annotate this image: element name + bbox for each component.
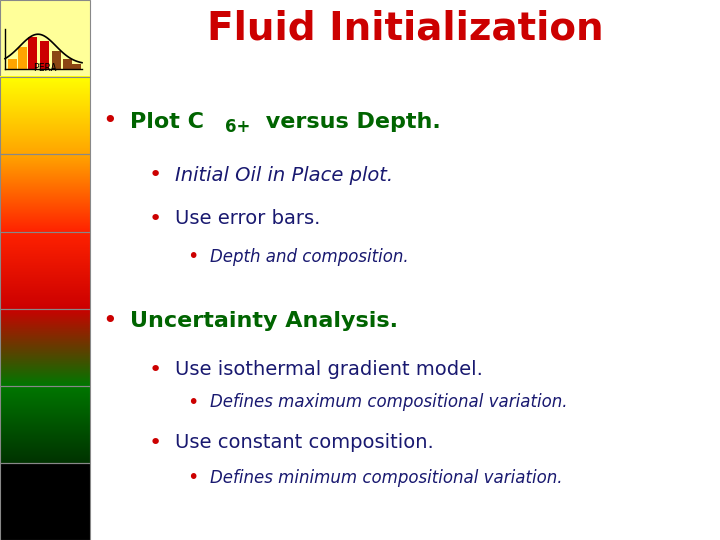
Text: Uncertainty Analysis.: Uncertainty Analysis.	[130, 311, 398, 332]
Bar	[40, 41, 49, 69]
Text: •: •	[148, 165, 161, 186]
Text: versus Depth.: versus Depth.	[258, 111, 441, 132]
Bar	[0, 0, 90, 77]
Text: •: •	[148, 433, 161, 453]
Text: Use error bars.: Use error bars.	[175, 209, 320, 228]
Text: PERA: PERA	[33, 63, 57, 73]
Text: •: •	[187, 247, 199, 266]
Text: Plot C: Plot C	[130, 111, 204, 132]
Text: •: •	[187, 468, 199, 488]
Bar	[0, 386, 90, 463]
Text: •: •	[187, 393, 199, 412]
Text: Use constant composition.: Use constant composition.	[175, 433, 433, 453]
Bar	[0, 154, 90, 232]
Text: Use isothermal gradient model.: Use isothermal gradient model.	[175, 360, 483, 380]
Bar	[52, 51, 61, 69]
Bar	[0, 463, 90, 540]
Text: •: •	[103, 309, 117, 333]
Text: Depth and composition.: Depth and composition.	[210, 247, 409, 266]
Bar	[0, 309, 90, 386]
Bar	[0, 77, 90, 154]
Text: Defines minimum compositional variation.: Defines minimum compositional variation.	[210, 469, 562, 487]
Text: Defines maximum compositional variation.: Defines maximum compositional variation.	[210, 393, 567, 411]
Bar	[8, 59, 17, 69]
Text: 6+: 6+	[225, 118, 251, 137]
Text: Initial Oil in Place plot.: Initial Oil in Place plot.	[175, 166, 393, 185]
Text: •: •	[148, 360, 161, 380]
Bar	[63, 59, 72, 69]
Bar	[0, 232, 90, 309]
Text: Fluid Initialization: Fluid Initialization	[207, 10, 603, 48]
Bar	[18, 47, 27, 69]
Text: •: •	[148, 208, 161, 229]
Bar	[72, 64, 81, 69]
Text: •: •	[103, 110, 117, 133]
Bar	[28, 37, 37, 69]
